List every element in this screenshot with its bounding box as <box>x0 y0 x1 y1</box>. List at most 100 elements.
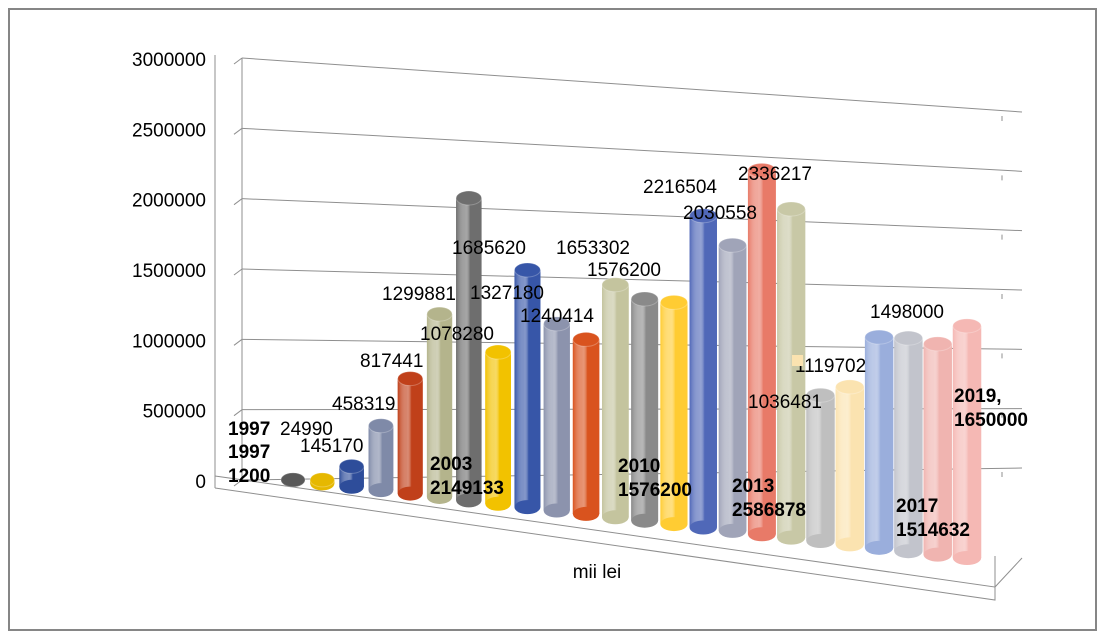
bar <box>718 237 747 538</box>
bar-top <box>513 262 541 278</box>
annotation-line: 2013 <box>732 476 774 497</box>
bar-shade <box>514 270 541 508</box>
bar-shade <box>806 395 835 542</box>
annotation-label: 2010 1576200 <box>618 456 692 501</box>
bar-top <box>718 237 747 253</box>
bar-bottom <box>864 540 894 555</box>
bar-top <box>455 190 483 206</box>
bar-bottom <box>923 547 952 562</box>
bar-shade <box>660 302 688 525</box>
annotation-line: 2003 <box>430 454 472 475</box>
annotation-label: 2003 2149133 <box>430 454 504 499</box>
annotation-line: 1576200 <box>618 480 692 501</box>
bar-bottom <box>368 483 394 498</box>
bar <box>835 379 865 552</box>
y-tick-label: 1500000 <box>132 261 206 282</box>
data-label: 2216504 <box>643 177 717 198</box>
bar <box>864 329 894 555</box>
bar-bottom <box>426 489 453 504</box>
bar-bottom <box>806 534 835 549</box>
annotation-label: 2013 2586878 <box>732 476 806 521</box>
gridline <box>241 57 1023 113</box>
bar <box>805 387 836 549</box>
data-label: 1299881 <box>382 284 456 305</box>
gridline <box>241 127 1023 172</box>
grid-layer: 0 500000 1000000 1500000 2000000 2500000 30000… <box>132 50 1023 493</box>
x-axis-title: mii lei <box>573 562 622 583</box>
annotation-line: 2586878 <box>732 500 806 521</box>
gridline-side <box>233 338 243 346</box>
data-label: 145170 <box>300 436 363 457</box>
bar-shade <box>864 337 894 548</box>
bar-bottom <box>339 479 364 494</box>
annotation-line: 1200 <box>228 466 270 487</box>
bar-shade <box>747 170 776 535</box>
floor-layer <box>214 475 1023 601</box>
data-label: 1119702 <box>795 356 866 377</box>
bar <box>280 472 306 488</box>
bar-top <box>835 379 865 395</box>
bar-bottom <box>835 537 864 552</box>
bar-top <box>893 330 924 346</box>
bar-bottom <box>718 523 747 538</box>
bar-shade <box>543 323 570 511</box>
annotation-label: 1997 1200 <box>228 442 270 487</box>
bar-bottom <box>572 506 600 521</box>
y-tick-label: 3000000 <box>132 50 206 71</box>
bar <box>893 330 924 559</box>
gridline-side <box>233 198 243 206</box>
data-label: 1078280 <box>420 324 494 345</box>
bar-shade <box>572 339 600 514</box>
chart-frame: 0 500000 1000000 1500000 2000000 2500000 30000… <box>8 8 1097 631</box>
bar-top <box>689 208 718 224</box>
annotation-line: 2010 <box>618 456 660 477</box>
bar-shade <box>952 325 982 558</box>
bar-shade <box>485 352 511 504</box>
bar-top <box>309 472 335 488</box>
bar-bottom <box>514 500 541 515</box>
bar-top <box>572 331 600 347</box>
bar-top <box>280 472 306 488</box>
bar-shade <box>718 245 747 531</box>
gridline-side <box>233 409 243 417</box>
gridline <box>241 268 1023 291</box>
legend-marker <box>792 355 803 366</box>
y-tick-label: 2500000 <box>132 120 206 141</box>
annotation-label: 2019, 1650000 <box>954 386 1028 431</box>
annotation-line: 2019, <box>954 386 1002 407</box>
bar-shade <box>602 284 629 518</box>
bar <box>689 208 718 535</box>
bar-bottom <box>543 503 570 518</box>
bar-top <box>543 316 571 332</box>
bar-bottom <box>456 493 482 508</box>
bar <box>338 458 365 494</box>
data-label: 1653302 <box>556 238 630 259</box>
bar-shade <box>631 298 659 521</box>
bar <box>543 316 571 518</box>
bar <box>455 190 483 508</box>
bar-top <box>864 329 894 345</box>
bar <box>513 262 541 515</box>
bar-bottom <box>747 527 776 542</box>
gridline-side <box>233 57 243 65</box>
bar-shade <box>426 314 453 497</box>
bar <box>426 306 453 504</box>
bar-shade <box>689 215 717 528</box>
y-tick-label: 500000 <box>143 402 206 423</box>
bar-bottom <box>602 510 629 525</box>
bar-top <box>601 277 630 293</box>
bar-top <box>630 291 659 307</box>
bar-bottom <box>952 551 982 565</box>
bar <box>747 162 777 542</box>
data-label: 1685620 <box>452 238 526 259</box>
y-tick-label: 2000000 <box>132 191 206 212</box>
bar-top <box>747 162 777 178</box>
bar-top <box>368 418 394 434</box>
y-tick-label: 0 <box>195 472 206 493</box>
bar-top <box>338 458 365 474</box>
data-label: 458319 <box>332 394 395 415</box>
annotation-line: 1650000 <box>954 410 1028 431</box>
data-label: 24990 <box>280 419 333 440</box>
bar-top <box>952 318 982 334</box>
